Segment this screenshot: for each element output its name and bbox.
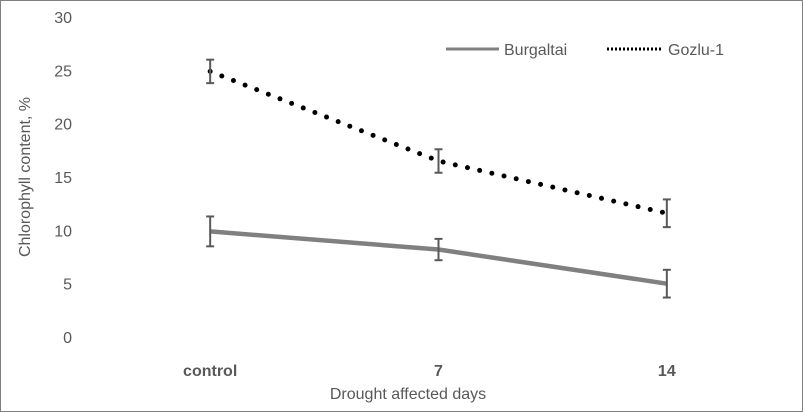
y-tick-label: 0 <box>63 330 72 347</box>
series-line-gozlu-1 <box>207 68 670 216</box>
error-bar <box>206 215 215 248</box>
y-tick-label: 15 <box>54 170 72 187</box>
y-tick-label: 10 <box>54 223 72 240</box>
error-bar <box>206 58 215 85</box>
x-axis: control 7 14 <box>183 363 676 380</box>
y-axis-title: Chlorophyll content, % <box>17 97 34 257</box>
y-tick-label: 30 <box>54 10 72 27</box>
y-axis: 0 5 10 15 20 25 30 <box>54 10 72 347</box>
error-bar <box>434 148 443 174</box>
y-tick-label: 5 <box>63 277 72 294</box>
x-tick-label: 7 <box>434 363 443 380</box>
error-bar <box>662 198 671 229</box>
plot-series <box>206 58 671 299</box>
error-bar <box>662 268 671 299</box>
y-tick-label: 25 <box>54 63 72 80</box>
legend-label-gozlu: Gozlu-1 <box>668 42 724 59</box>
x-tick-label: control <box>183 363 237 380</box>
y-tick-label: 20 <box>54 117 72 134</box>
x-axis-title: Drought affected days <box>330 386 486 403</box>
x-tick-label: 14 <box>658 363 676 380</box>
legend: Burgaltai Gozlu-1 <box>446 42 724 59</box>
error-bar <box>434 237 443 262</box>
legend-label-burgaltai: Burgaltai <box>504 42 567 59</box>
